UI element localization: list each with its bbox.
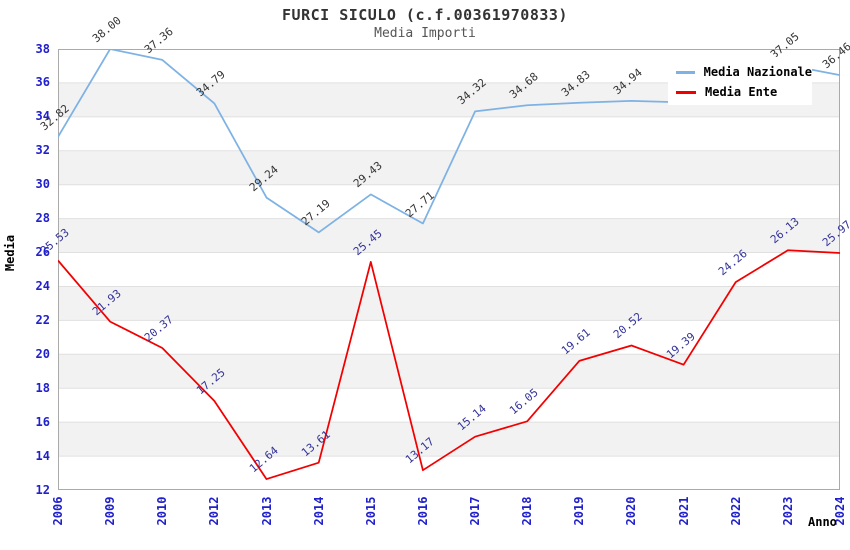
y-tick-label: 18 [35, 380, 50, 395]
x-tick-label: 2009 [103, 496, 118, 526]
grid-band [58, 286, 840, 321]
x-tick-label: 2019 [572, 496, 587, 526]
grid-band [58, 218, 840, 253]
y-tick-label: 12 [35, 482, 50, 497]
x-tick-label: 2006 [51, 496, 65, 526]
legend-label: Media Ente [705, 85, 778, 99]
y-axis-title: Media [3, 234, 17, 272]
y-tick-label: 32 [35, 143, 50, 158]
y-tick-label: 20 [35, 346, 50, 361]
y-tick-label: 36 [35, 75, 50, 90]
y-tick-label: 28 [35, 211, 50, 226]
y-tick-label: 26 [35, 245, 50, 260]
x-tick-label: 2018 [520, 496, 535, 526]
legend-item-media-nazionale: Media Nazionale [668, 62, 812, 82]
x-tick-label: 2010 [155, 496, 170, 526]
legend: Media Nazionale Media Ente [668, 57, 812, 105]
y-tick-label: 14 [35, 448, 50, 463]
y-tick-label: 16 [35, 414, 50, 429]
y-tick-label: 22 [35, 312, 50, 327]
x-tick-label: 2020 [624, 496, 639, 526]
y-tick-label: 24 [35, 278, 50, 293]
grid-band [58, 354, 840, 389]
legend-item-media-ente: Media Ente [668, 82, 812, 102]
x-tick-label: 2021 [676, 496, 691, 526]
media-nazionale-line-icon [676, 70, 695, 74]
x-tick-label: 2016 [415, 496, 430, 526]
x-tick-label: 2013 [259, 496, 274, 526]
x-tick-label: 2015 [363, 496, 378, 526]
x-tick-label: 2022 [728, 496, 743, 526]
x-tick-label: 2012 [207, 496, 222, 526]
x-axis-title: Anno [808, 515, 837, 529]
plot-border [58, 49, 840, 490]
y-tick-label: 38 [35, 41, 50, 56]
x-tick-label: 2023 [780, 496, 795, 526]
y-tick-label: 30 [35, 177, 50, 192]
grid-band [58, 422, 840, 457]
legend-label: Media Nazionale [703, 65, 812, 79]
x-tick-label: 2017 [468, 496, 483, 526]
x-tick-label: 2014 [311, 496, 326, 526]
media-ente-line-icon [676, 90, 696, 94]
chart-title: FURCI SICULO (c.f.00361970833) [282, 6, 568, 24]
chart-subtitle: Media Importi [374, 26, 476, 41]
series-line-media-ente [58, 249, 840, 480]
y-tick-label: 34 [35, 109, 50, 124]
plot-area [58, 49, 840, 490]
